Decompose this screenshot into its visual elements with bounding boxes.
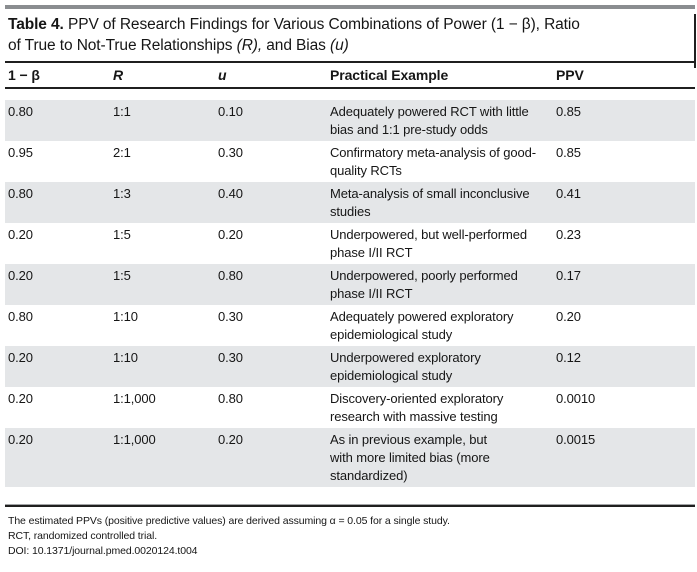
table-body: 0.80 1:1 0.10 Adequately powered RCT wit… [5, 100, 695, 487]
cell-ppv: 0.23 [556, 227, 581, 242]
cell-u: 0.20 [218, 227, 243, 242]
cell-power: 0.95 [8, 145, 33, 160]
cell-r: 1:1,000 [113, 391, 156, 406]
cell-power: 0.20 [8, 432, 33, 447]
table-title-symbol-u: (u) [330, 37, 349, 54]
table-title-symbol-r: (R), [236, 37, 263, 54]
cell-power: 0.80 [8, 104, 33, 119]
cell-r: 1:5 [113, 227, 131, 242]
cell-power: 0.20 [8, 227, 33, 242]
cell-ppv: 0.17 [556, 268, 581, 283]
table-title-text-2: and Bias [262, 37, 331, 54]
cell-u: 0.10 [218, 104, 243, 119]
paper-table-figure: Table 4. PPV of Research Findings for Va… [0, 5, 697, 572]
table-row: 0.80 1:1 0.10 Adequately powered RCT wit… [5, 100, 695, 141]
header-body-gap [5, 89, 695, 100]
cell-example: Confirmatory meta-analysis of good- qual… [330, 145, 537, 178]
column-header-u: u [218, 67, 227, 83]
footer-rule-dark [5, 505, 695, 507]
cell-example: Underpowered exploratory epidemiological… [330, 350, 481, 383]
table-row: 0.20 1:10 0.30 Underpowered exploratory … [5, 346, 695, 387]
table-row: 0.20 1:5 0.80 Underpowered, poorly perfo… [5, 264, 695, 305]
cell-power: 0.20 [8, 268, 33, 283]
cell-example: Underpowered, poorly performed phase I/I… [330, 268, 518, 301]
cell-r: 1:10 [113, 350, 138, 365]
cell-u: 0.40 [218, 186, 243, 201]
header-bottom-rule [5, 87, 695, 89]
cell-u: 0.30 [218, 145, 243, 160]
cell-u: 0.30 [218, 350, 243, 365]
cell-r: 1:1,000 [113, 432, 156, 447]
cell-r: 1:1 [113, 104, 131, 119]
cell-r: 1:3 [113, 186, 131, 201]
cell-power: 0.20 [8, 391, 33, 406]
body-footer-gap [5, 487, 695, 504]
cell-ppv: 0.41 [556, 186, 581, 201]
table-title-label: Table 4. [8, 16, 64, 33]
cell-power: 0.80 [8, 186, 33, 201]
column-header-ppv: PPV [556, 67, 584, 83]
footnote: DOI: 10.1371/journal.pmed.0020124.t004 [8, 545, 198, 557]
table-title-text-1: PPV of Research Findings for Various Com… [8, 16, 580, 54]
cell-ppv: 0.85 [556, 104, 581, 119]
cell-example: Meta-analysis of small inconclusive stud… [330, 186, 530, 219]
cell-example: Adequately powered exploratory epidemiol… [330, 309, 514, 342]
cell-example: Discovery-oriented exploratory research … [330, 391, 504, 424]
table-header-row: 1 − β R u Practical Example PPV [5, 63, 695, 87]
column-header-practical-example: Practical Example [330, 67, 449, 83]
column-header-r: R [113, 67, 124, 83]
cell-ppv: 0.20 [556, 309, 581, 324]
cell-power: 0.20 [8, 350, 33, 365]
column-header-power: 1 − β [8, 67, 40, 83]
cell-power: 0.80 [8, 309, 33, 324]
cell-u: 0.30 [218, 309, 243, 324]
table-row: 0.80 1:10 0.30 Adequately powered explor… [5, 305, 695, 346]
cell-r: 1:10 [113, 309, 138, 324]
table-row: 0.95 2:1 0.30 Confirmatory meta-analysis… [5, 141, 695, 182]
footnote: The estimated PPVs (positive predictive … [8, 515, 450, 527]
cell-r: 1:5 [113, 268, 131, 283]
table-row: 0.80 1:3 0.40 Meta-analysis of small inc… [5, 182, 695, 223]
top-rule [5, 5, 695, 9]
cell-ppv: 0.0010 [556, 391, 596, 406]
cell-ppv: 0.12 [556, 350, 581, 365]
footnotes: The estimated PPVs (positive predictive … [5, 507, 695, 559]
cell-example: Underpowered, but well-performed phase I… [330, 227, 527, 260]
table-title: Table 4. PPV of Research Findings for Va… [5, 9, 695, 61]
cell-u: 0.80 [218, 268, 243, 283]
table-row: 0.20 1:1,000 0.20 As in previous example… [5, 428, 695, 487]
title-right-border [694, 14, 696, 68]
cell-example: Adequately powered RCT with little bias … [330, 104, 529, 137]
table-row: 0.20 1:5 0.20 Underpowered, but well-per… [5, 223, 695, 264]
table-row: 0.20 1:1,000 0.80 Discovery-oriented exp… [5, 387, 695, 428]
footnote: RCT, randomized controlled trial. [8, 530, 158, 542]
footer-rule-gray [5, 504, 695, 505]
cell-r: 2:1 [113, 145, 131, 160]
cell-u: 0.80 [218, 391, 243, 406]
cell-example: As in previous example, but with more li… [330, 432, 490, 483]
title-bottom-rule [5, 61, 695, 63]
cell-u: 0.20 [218, 432, 243, 447]
cell-ppv: 0.0015 [556, 432, 596, 447]
cell-ppv: 0.85 [556, 145, 581, 160]
